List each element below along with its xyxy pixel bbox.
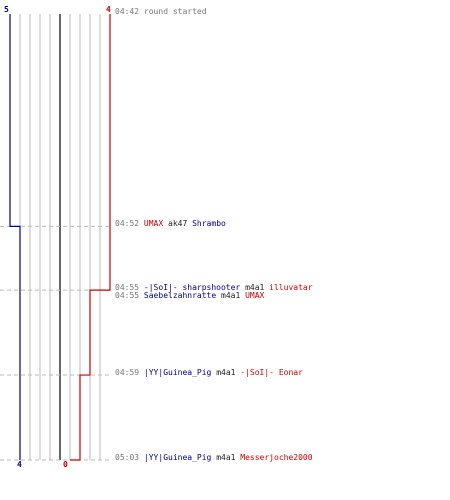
red-score-end-label: 0 (63, 460, 68, 469)
blue-team-line (9, 14, 21, 460)
event-text: m4a1 (216, 453, 236, 462)
event-text: ak47 (168, 219, 188, 229)
event-text: UMAX (143, 219, 164, 229)
event-row: 04:55 -|SoI|- sharpshooter m4a1 illuvata… (115, 283, 313, 293)
blue-score-start-label: 5 (4, 5, 9, 14)
event-text: Messerjoche2000 (240, 453, 313, 462)
event-time: 05:03 (115, 453, 140, 462)
event-time: 04:55 (115, 291, 140, 301)
event-time: 04:42 (115, 7, 140, 16)
event-text: Shrambo (192, 219, 226, 229)
event-text: -|SoI|- Eonar (240, 368, 303, 378)
event-text: -|SoI|- sharpshooter (143, 283, 241, 293)
event-text: m4a1 (221, 291, 241, 301)
event-text: round started (143, 7, 207, 16)
red-team-line (70, 14, 111, 461)
blue-score-end-label: 4 (17, 460, 22, 469)
event-row: 04:55 Saebelzahnratte m4a1 UMAX (115, 291, 264, 301)
event-time: 04:52 (115, 219, 140, 229)
event-row: 04:52 UMAX ak47 Shrambo (115, 219, 226, 229)
red-score-start-label: 4 (106, 5, 111, 14)
event-row: 04:42 round started (115, 7, 207, 17)
event-text: m4a1 (216, 368, 236, 378)
event-time: 04:55 (115, 283, 140, 293)
event-text: |YY|Guinea_Pig (143, 368, 212, 378)
event-text: illuvatar (269, 283, 313, 293)
event-row: 05:03 |YY|Guinea_Pig m4a1 Messerjoche200… (115, 453, 313, 463)
event-text: Saebelzahnratte (143, 291, 217, 301)
event-row: 04:59 |YY|Guinea_Pig m4a1 -|SoI|- Eonar (115, 368, 303, 378)
event-time: 04:59 (115, 368, 140, 378)
event-text: m4a1 (245, 283, 265, 293)
event-text: |YY|Guinea_Pig (143, 453, 212, 462)
event-text: UMAX (245, 291, 265, 301)
